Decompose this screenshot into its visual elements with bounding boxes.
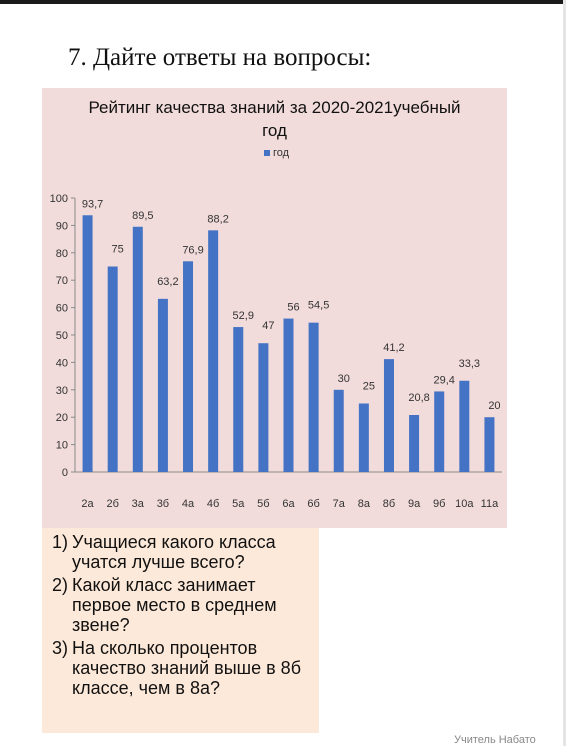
x-tick-label: 3б (157, 498, 169, 510)
x-tick-label: 6а (282, 498, 295, 510)
y-tick-label: 40 (56, 357, 68, 369)
y-tick-label: 100 (50, 193, 68, 205)
bar (358, 403, 369, 472)
chart-title-line2: год (262, 121, 287, 140)
x-tick-label: 6б (307, 498, 319, 510)
y-tick-label: 90 (56, 220, 68, 232)
question-2: 2) Какой класс занимает первое место в с… (52, 575, 313, 635)
data-label: 33,3 (459, 358, 480, 370)
x-tick-label: 7а (333, 498, 346, 510)
footer-caption: Учитель Набато (454, 734, 536, 746)
chart-legend: год (264, 147, 289, 159)
question-number: 1) (52, 532, 69, 552)
bar (107, 266, 118, 472)
question-number: 3) (52, 638, 69, 658)
bar (132, 226, 143, 472)
data-label: 88,2 (207, 213, 228, 225)
legend-label: год (273, 147, 290, 159)
x-tick-label: 2а (81, 498, 94, 510)
chart-title-line1: Рейтинг качества знаний за 2020-2021учеб… (88, 98, 461, 117)
y-tick-label: 80 (56, 248, 68, 260)
question-text: На сколько процентов качество знаний выш… (72, 638, 301, 698)
data-label: 30 (338, 373, 350, 385)
data-label: 75 (112, 244, 124, 256)
bar (233, 327, 244, 472)
data-label: 20,8 (408, 392, 429, 404)
x-tick-label: 2б (106, 498, 118, 510)
x-tick-label: 9б (433, 498, 445, 510)
bar (383, 359, 394, 472)
data-label: 47 (262, 320, 274, 332)
x-tick-label: 5б (257, 498, 269, 510)
data-label: 25 (363, 381, 375, 393)
bar (82, 215, 93, 472)
y-tick-label: 20 (56, 412, 68, 424)
data-label: 41,2 (383, 342, 404, 354)
question-3: 3) На сколько процентов качество знаний … (52, 638, 313, 698)
y-tick-label: 70 (56, 275, 68, 287)
bar (283, 318, 294, 472)
legend-swatch (264, 150, 270, 156)
bar (333, 389, 344, 472)
y-tick-label: 10 (56, 440, 68, 452)
question-number: 2) (52, 575, 69, 595)
y-tick-label: 30 (56, 385, 68, 397)
bar-chart: 0 10 20 30 40 50 60 70 80 90 100 93,7 2а 75 2б 89,5 3а 63… (50, 193, 502, 510)
x-tick-label: 8а (358, 498, 371, 510)
data-label: 29,4 (433, 374, 454, 386)
bar (208, 230, 219, 472)
data-label: 20 (488, 400, 500, 412)
bar (459, 380, 470, 472)
x-tick-label: 5а (232, 498, 245, 510)
chart-panel: Рейтинг качества знаний за 2020-2021учеб… (42, 88, 507, 528)
bar (484, 417, 495, 472)
data-label: 56 (287, 302, 299, 314)
x-tick-label: 10а (455, 498, 474, 510)
y-tick-label: 60 (56, 303, 68, 315)
x-tick-label: 4а (182, 498, 195, 510)
bar (157, 298, 168, 472)
x-tick-label: 3а (132, 498, 145, 510)
x-tick-label: 11а (481, 498, 499, 510)
question-1: 1) Учащиеся какого класса учатся лучше в… (52, 532, 313, 572)
bar (183, 261, 194, 472)
bar (434, 391, 445, 472)
data-label: 93,7 (82, 198, 103, 210)
question-text: Какой класс занимает первое место в сред… (72, 575, 277, 635)
chart-title: Рейтинг качества знаний за 2020-2021учеб… (42, 96, 507, 142)
x-tick-label: 8б (383, 498, 395, 510)
question-text: Учащиеся какого класса учатся лучше всег… (72, 532, 276, 572)
bar (308, 322, 319, 472)
y-tick-label: 0 (62, 467, 68, 479)
data-label: 63,2 (157, 276, 178, 288)
questions-box: 1) Учащиеся какого класса учатся лучше в… (42, 528, 319, 733)
bar (258, 343, 269, 472)
x-tick-label: 4б (207, 498, 219, 510)
y-tick-label: 50 (56, 330, 68, 342)
page-edge (563, 0, 566, 746)
data-label: 52,9 (233, 310, 254, 322)
data-label: 54,5 (308, 300, 329, 312)
x-tick-label: 9а (408, 498, 421, 510)
data-label: 76,9 (182, 244, 203, 256)
top-bar (0, 0, 566, 4)
data-label: 89,5 (132, 210, 153, 222)
page-heading: 7. Дайте ответы на вопросы: (68, 44, 372, 71)
bar (409, 415, 420, 472)
